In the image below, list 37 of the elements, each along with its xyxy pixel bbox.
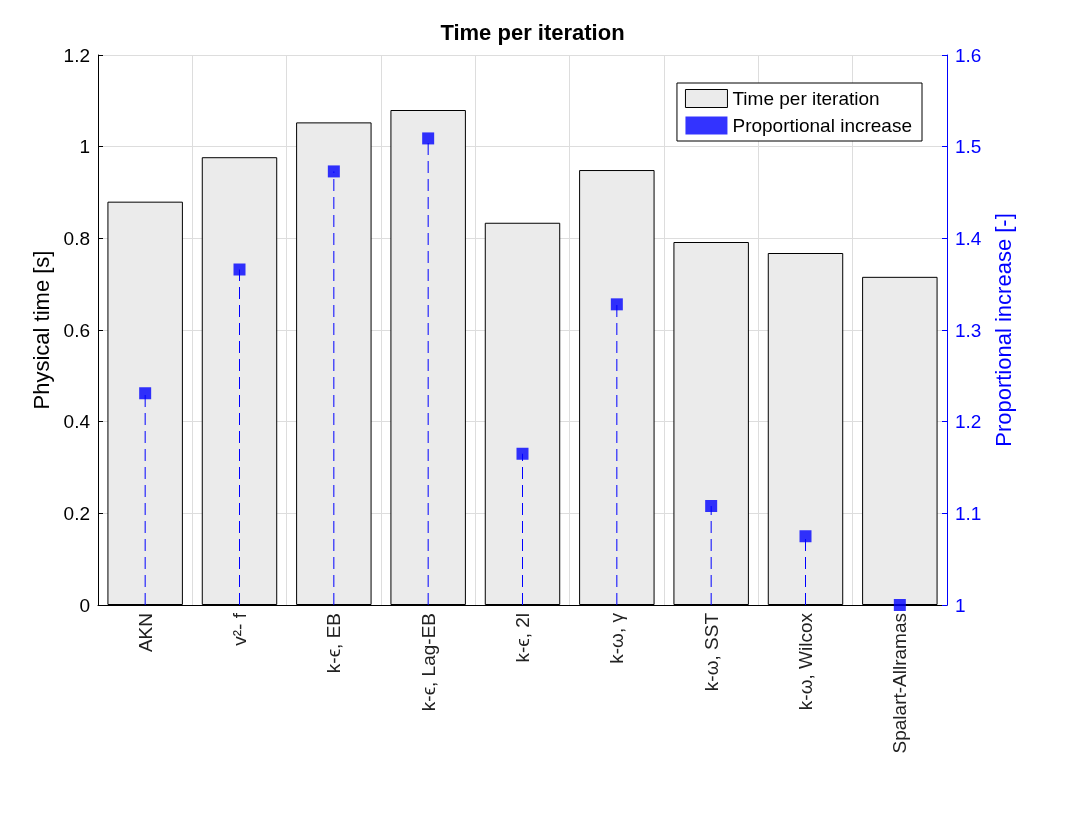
point [516, 447, 529, 460]
y2-tick-label: 1.5 [955, 136, 982, 158]
x-tick-label: Spalart-Allramas [889, 613, 911, 754]
y-tick-label: 0.6 [63, 319, 90, 341]
x-tick-label: k-ω, Wilcox [795, 612, 816, 711]
point [705, 500, 718, 512]
point [139, 387, 152, 400]
point [233, 263, 246, 276]
y-tick-label: 0 [79, 594, 90, 616]
y-tick-label: 0.4 [63, 411, 91, 433]
x-tick-label: k-ϵ, 2l [512, 613, 533, 663]
point [893, 599, 906, 611]
y-axis-title: Physical time [s] [29, 250, 55, 410]
point [799, 530, 812, 543]
y-tick-label: 1 [79, 136, 90, 158]
y2-tick-label: 1.1 [955, 502, 982, 524]
x-tick-label: k-ω, SST [700, 612, 722, 692]
x-tick-label: k-ϵ, EB [323, 613, 345, 674]
point [610, 298, 623, 311]
legend-label: Proportional increase [732, 115, 912, 136]
x-tick-label: k-ω, γ [606, 612, 628, 664]
chart-title: Time per iteration [440, 19, 625, 45]
point [327, 165, 340, 178]
y2-tick-label: 1.3 [955, 319, 982, 341]
y-tick-label: 1.2 [63, 44, 90, 66]
x-tick-label: v²- f [229, 612, 250, 646]
legend-label: Time per iteration [732, 88, 880, 109]
y2-tick-label: 1.4 [955, 227, 982, 249]
y2-axis-title: Proportional increase [-] [990, 213, 1016, 447]
y2-tick-label: 1.2 [955, 411, 982, 433]
y-tick-label: 0.2 [63, 502, 90, 524]
y-tick-label: 0.8 [63, 227, 90, 249]
x-tick-label: k-ϵ, Lag-EB [417, 613, 439, 712]
point [422, 132, 435, 145]
y2-tick-label: 1 [955, 594, 966, 616]
x-tick-label: AKN [134, 613, 156, 653]
y2-tick-label: 1.6 [955, 44, 982, 66]
